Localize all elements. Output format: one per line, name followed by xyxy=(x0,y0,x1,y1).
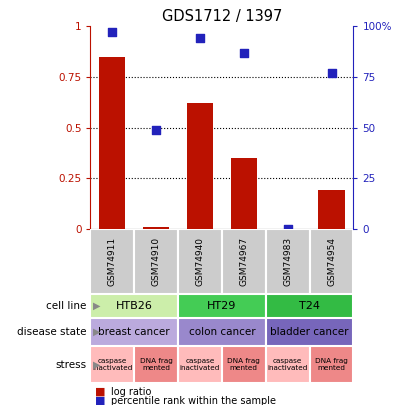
Text: ▶: ▶ xyxy=(92,301,100,311)
Bar xyxy=(231,158,257,229)
Text: GSM74910: GSM74910 xyxy=(152,237,161,286)
Bar xyxy=(266,318,353,346)
Text: GSM74983: GSM74983 xyxy=(283,237,292,286)
Text: colon cancer: colon cancer xyxy=(189,327,255,337)
Text: T24: T24 xyxy=(299,301,320,311)
Bar xyxy=(99,57,125,229)
Text: disease state: disease state xyxy=(17,327,86,337)
Text: cell line: cell line xyxy=(46,301,86,311)
Text: caspase
inactivated: caspase inactivated xyxy=(268,358,308,371)
Text: DNA frag
mented: DNA frag mented xyxy=(140,358,173,371)
Text: ■: ■ xyxy=(95,387,105,397)
Point xyxy=(328,70,335,76)
Text: HT29: HT29 xyxy=(207,301,237,311)
Text: ▶: ▶ xyxy=(92,327,100,337)
Bar xyxy=(178,346,222,383)
Bar xyxy=(187,103,213,229)
Point xyxy=(284,226,291,232)
Text: HTB26: HTB26 xyxy=(116,301,153,311)
Text: ■: ■ xyxy=(95,396,105,405)
Text: GSM74911: GSM74911 xyxy=(108,237,117,286)
Text: ▶: ▶ xyxy=(92,360,100,369)
Bar xyxy=(178,318,266,346)
Text: GSM74967: GSM74967 xyxy=(239,237,248,286)
Bar xyxy=(90,318,178,346)
Point xyxy=(153,126,159,133)
Point xyxy=(197,35,203,42)
Point xyxy=(109,29,115,36)
Text: GSM74940: GSM74940 xyxy=(196,237,205,286)
Text: caspase
inactivated: caspase inactivated xyxy=(92,358,132,371)
Text: caspase
inactivated: caspase inactivated xyxy=(180,358,220,371)
Title: GDS1712 / 1397: GDS1712 / 1397 xyxy=(162,9,282,24)
Bar xyxy=(178,294,266,318)
Bar xyxy=(319,190,345,229)
Bar xyxy=(222,229,266,294)
Text: percentile rank within the sample: percentile rank within the sample xyxy=(111,396,276,405)
Bar xyxy=(90,294,178,318)
Point xyxy=(240,49,247,56)
Bar xyxy=(90,346,134,383)
Bar xyxy=(266,294,353,318)
Text: breast cancer: breast cancer xyxy=(99,327,170,337)
Text: DNA frag
mented: DNA frag mented xyxy=(227,358,260,371)
Bar xyxy=(266,346,309,383)
Bar xyxy=(222,346,266,383)
Bar xyxy=(309,346,353,383)
Bar xyxy=(266,229,309,294)
Bar xyxy=(143,227,169,229)
Text: stress: stress xyxy=(55,360,86,369)
Bar xyxy=(134,229,178,294)
Bar xyxy=(134,346,178,383)
Bar xyxy=(178,229,222,294)
Text: log ratio: log ratio xyxy=(111,387,151,397)
Bar xyxy=(309,229,353,294)
Text: GSM74954: GSM74954 xyxy=(327,237,336,286)
Text: bladder cancer: bladder cancer xyxy=(270,327,349,337)
Text: DNA frag
mented: DNA frag mented xyxy=(315,358,348,371)
Bar xyxy=(90,229,134,294)
